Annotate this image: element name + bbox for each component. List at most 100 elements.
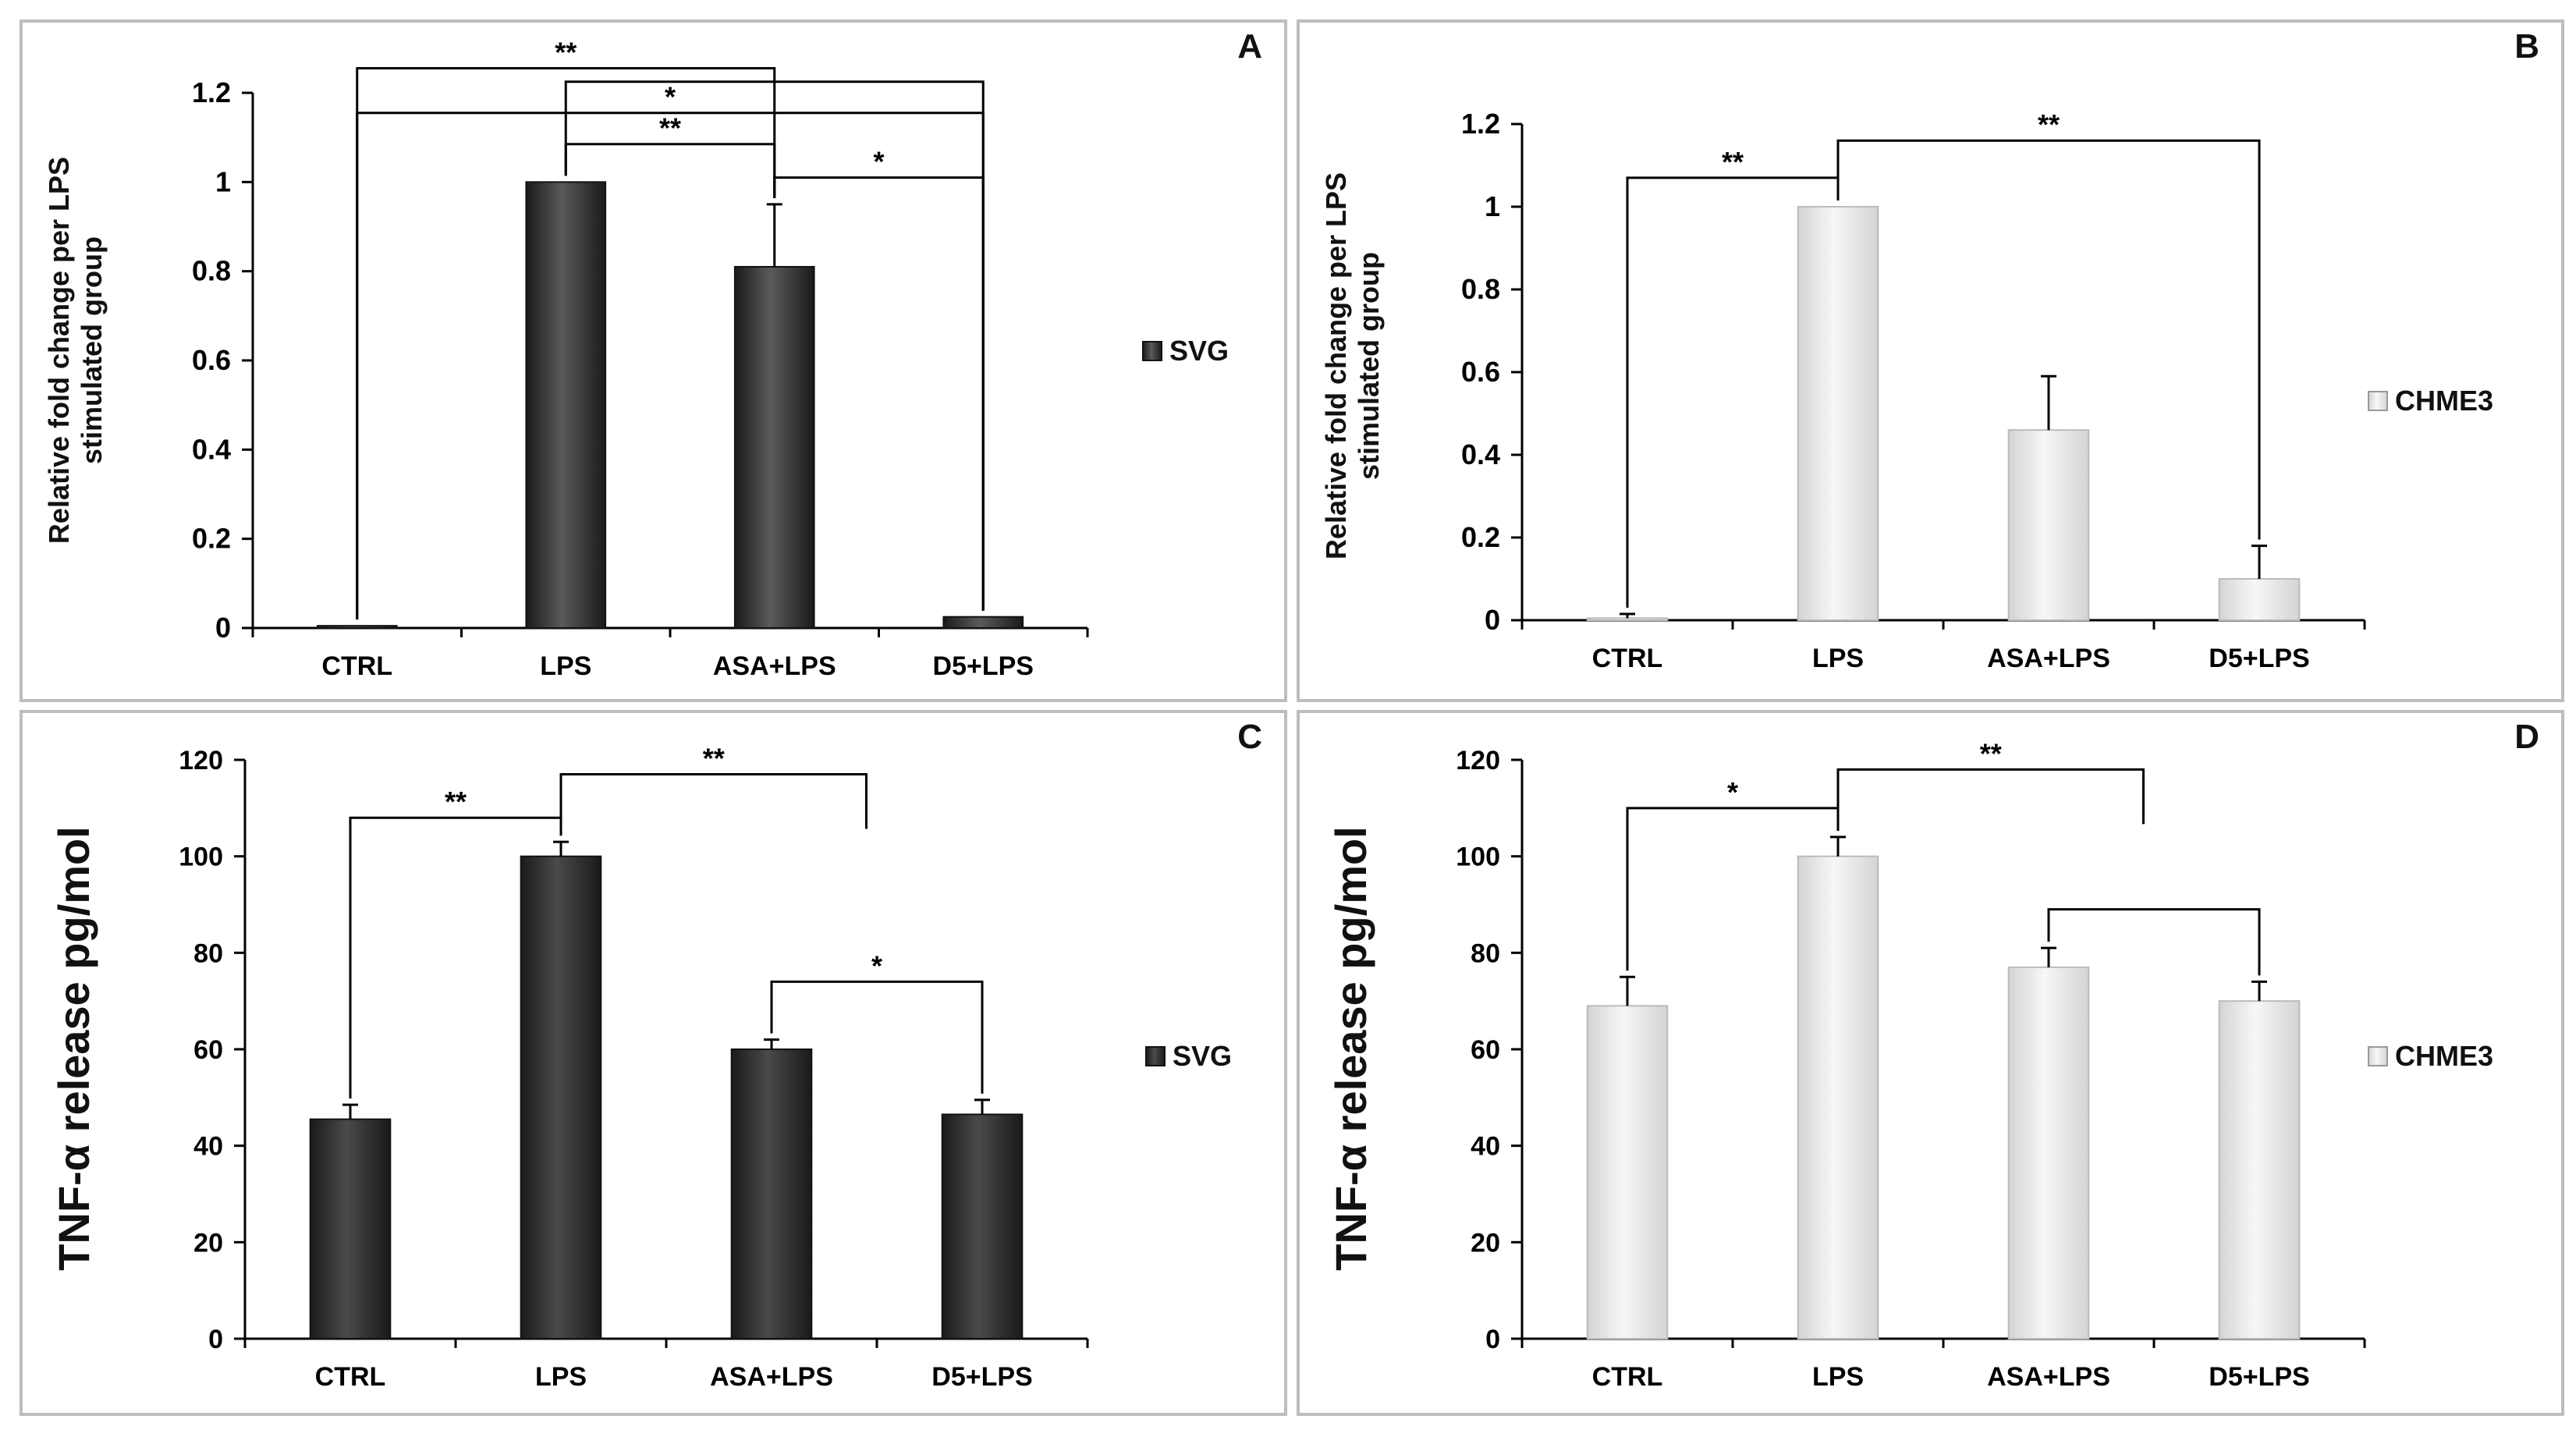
- bar: [733, 265, 815, 629]
- chart-d: 0 20 40 60 80 100 120 CTRL LPS ASA+LPS D5+LPS TNF-α…: [1326, 737, 2493, 1392]
- legend-label: SVG: [1169, 335, 1229, 367]
- bar: [1586, 1005, 1669, 1339]
- panel-letter-a: A: [1237, 27, 1262, 66]
- bar: [730, 1048, 813, 1339]
- panel-letter-c: C: [1237, 718, 1262, 756]
- y-tick-label: 80: [193, 938, 223, 968]
- legend-swatch: [2368, 391, 2388, 411]
- y-tick-label: 0: [1485, 604, 1500, 636]
- chart-c: 0 20 40 60 80 100 120 CTRL LPS ASA+LPS D5+LPS TNF-α…: [49, 743, 1232, 1392]
- y-tick-label: 0.4: [192, 433, 231, 465]
- x-category-label: D5+LPS: [2209, 644, 2309, 673]
- y-tick-label: 1: [215, 165, 231, 197]
- x-category-label: ASA+LPS: [1987, 644, 2110, 673]
- significance-bracket: [2047, 908, 2261, 976]
- y-tick-label: 60: [193, 1035, 223, 1065]
- x-category-label: D5+LPS: [2209, 1362, 2309, 1392]
- x-category-label: D5+LPS: [931, 1362, 1032, 1392]
- y-tick-label: 60: [1471, 1035, 1500, 1065]
- significance-marker: **: [1722, 146, 1744, 178]
- x-category-label: D5+LPS: [933, 651, 1034, 681]
- y-axis-label: stimulated group: [1353, 252, 1385, 480]
- significance-marker: **: [659, 112, 681, 144]
- significance-marker: *: [871, 949, 882, 981]
- significance-marker: *: [665, 81, 676, 113]
- x-category-label: LPS: [535, 1362, 587, 1392]
- chart-a: 0 0.2 0.4 0.6 0.8 1 1.2 CTRL LPS ASA+LPS D5+LPS Rel…: [43, 37, 1229, 681]
- panel-b: 0 0.2 0.4 0.6 0.8 1 1.2 CTRL LPS ASA+LPS D5+LPS Rel…: [1297, 20, 2564, 702]
- y-tick-label: 120: [1456, 746, 1500, 775]
- y-axis-label: Relative fold change per LPS: [1320, 172, 1352, 559]
- panel-letter-b: B: [2514, 27, 2539, 66]
- y-tick-label: 0.6: [1461, 356, 1500, 388]
- bar: [309, 1118, 392, 1339]
- panel-a: 0 0.2 0.4 0.6 0.8 1 1.2 CTRL LPS ASA+LPS D5+LPS Rel…: [20, 20, 1287, 702]
- y-tick-label: 0.8: [192, 255, 231, 287]
- y-axis-label: TNF-α release pg/mol: [1326, 826, 1375, 1271]
- bar: [942, 616, 1024, 629]
- x-category-label: LPS: [1812, 644, 1864, 673]
- bar: [1586, 617, 1669, 621]
- x-category-label: LPS: [1812, 1362, 1864, 1392]
- significance-bracket: [1836, 768, 2145, 831]
- significance-marker: *: [1727, 776, 1738, 808]
- bar: [2218, 1000, 2301, 1339]
- significance-bracket: [770, 980, 984, 1094]
- y-tick-label: 120: [179, 746, 223, 775]
- bar: [1797, 206, 1879, 621]
- significance-bracket: [559, 773, 868, 836]
- y-tick-label: 0: [1485, 1325, 1500, 1354]
- x-category-label: CTRL: [321, 651, 392, 681]
- bar: [1797, 855, 1879, 1339]
- chart-b: 0 0.2 0.4 0.6 0.8 1 1.2 CTRL LPS ASA+LPS D5+LPS Rel…: [1320, 108, 2493, 673]
- x-category-label: CTRL: [315, 1362, 386, 1392]
- y-tick-label: 1.2: [192, 76, 231, 108]
- significance-marker: **: [1980, 737, 2002, 769]
- panel-c: 0 20 40 60 80 100 120 CTRL LPS ASA+LPS D5+LPS TNF-α…: [20, 710, 1287, 1416]
- x-category-label: ASA+LPS: [713, 651, 836, 681]
- y-tick-label: 0.2: [1461, 521, 1500, 553]
- panel-letter-d: D: [2514, 718, 2539, 756]
- bar: [525, 181, 607, 630]
- significance-marker: **: [703, 743, 725, 775]
- y-axis-label: Relative fold change per LPS: [43, 157, 75, 544]
- legend-swatch: [2368, 1046, 2388, 1066]
- y-tick-label: 0: [215, 612, 231, 644]
- bar: [941, 1113, 1024, 1339]
- x-category-label: ASA+LPS: [1987, 1362, 2110, 1392]
- y-tick-label: 20: [193, 1228, 223, 1258]
- y-axis-label: TNF-α release pg/mol: [49, 826, 98, 1271]
- significance-marker: *: [873, 146, 884, 178]
- y-tick-label: 0.6: [192, 344, 231, 376]
- significance-marker: **: [445, 786, 467, 818]
- legend-swatch: [1145, 1046, 1166, 1066]
- significance-bracket: [564, 143, 776, 198]
- x-category-label: LPS: [540, 651, 591, 681]
- significance-marker: **: [2038, 108, 2060, 140]
- legend-label: CHME3: [2395, 385, 2493, 417]
- y-axis-label: stimulated group: [76, 236, 108, 464]
- bar: [2218, 578, 2301, 621]
- legend-label: SVG: [1173, 1040, 1232, 1072]
- y-tick-label: 0.2: [192, 523, 231, 555]
- bar: [2007, 966, 2090, 1339]
- y-tick-label: 100: [179, 843, 223, 872]
- y-tick-label: 1: [1485, 190, 1500, 222]
- y-tick-label: 40: [1471, 1132, 1500, 1162]
- y-tick-label: 1.2: [1461, 108, 1500, 140]
- legend-swatch: [1142, 341, 1162, 361]
- x-category-label: ASA+LPS: [710, 1362, 833, 1392]
- y-tick-label: 0.8: [1461, 273, 1500, 305]
- y-tick-label: 0.4: [1461, 438, 1500, 470]
- bar: [316, 625, 398, 629]
- legend-label: CHME3: [2395, 1040, 2493, 1072]
- panel-d: 0 20 40 60 80 100 120 CTRL LPS ASA+LPS D5+LPS TNF-α…: [1297, 710, 2564, 1416]
- y-tick-label: 80: [1471, 938, 1500, 968]
- significance-bracket: [356, 112, 985, 620]
- bar: [2007, 429, 2090, 622]
- x-category-label: CTRL: [1592, 644, 1663, 673]
- y-tick-label: 100: [1456, 843, 1500, 872]
- x-category-label: CTRL: [1592, 1362, 1663, 1392]
- y-tick-label: 40: [193, 1132, 223, 1162]
- bar: [520, 855, 602, 1339]
